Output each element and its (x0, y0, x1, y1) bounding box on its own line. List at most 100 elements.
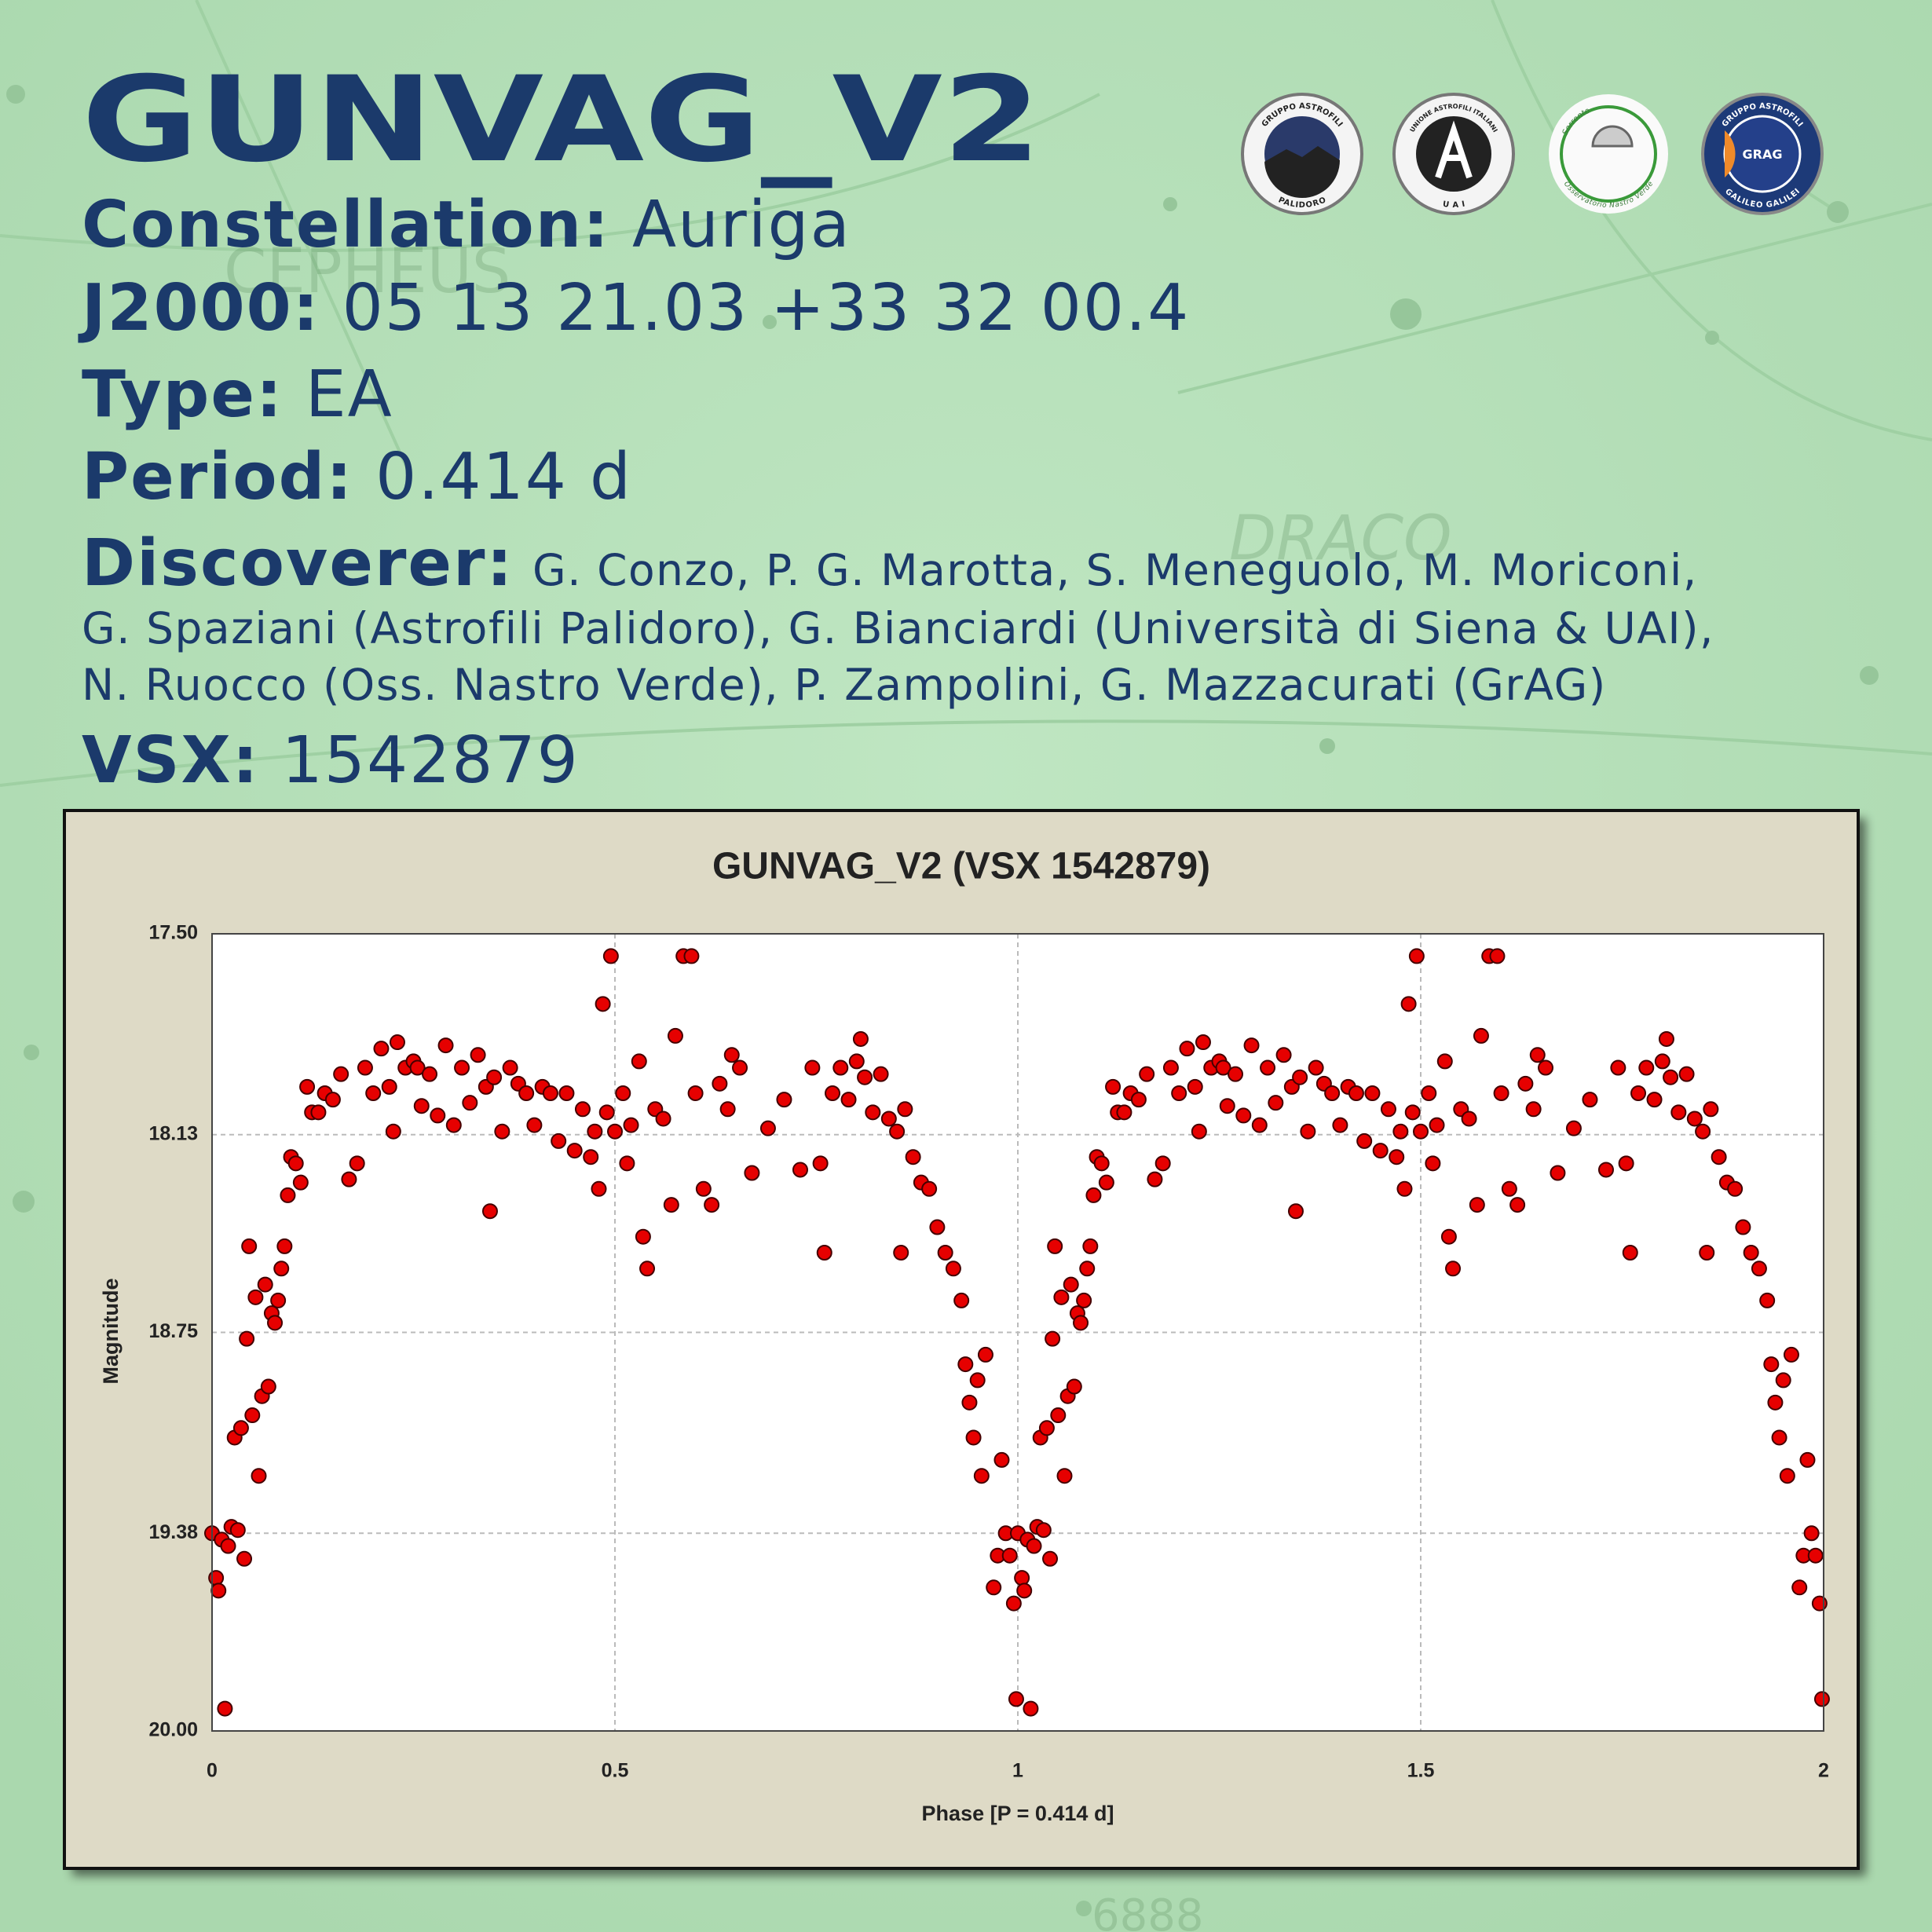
point (244, 1407, 261, 1424)
point (1735, 1219, 1751, 1235)
point (247, 1289, 264, 1305)
point (409, 1059, 426, 1076)
point (1779, 1468, 1795, 1484)
value: Auriga (632, 188, 851, 262)
point (1445, 1261, 1462, 1277)
point (986, 1579, 1002, 1596)
point (236, 1550, 253, 1567)
value: EA (306, 357, 393, 432)
point (1440, 1228, 1457, 1245)
point (1171, 1085, 1187, 1101)
point (1803, 1525, 1820, 1542)
point (607, 1123, 623, 1140)
point (1699, 1245, 1715, 1261)
point (1251, 1117, 1268, 1133)
point (1260, 1059, 1276, 1076)
x-tick-label: 2 (1818, 1760, 1829, 1782)
point (1082, 1238, 1099, 1254)
point (695, 1180, 712, 1197)
point (1023, 1700, 1039, 1717)
logo: UNIONE ASTROFILI ITALIANI U A I (1392, 93, 1515, 215)
point (481, 1203, 498, 1220)
point (1287, 1203, 1304, 1220)
point (1179, 1041, 1195, 1057)
point (631, 1053, 647, 1070)
point (486, 1069, 503, 1085)
point (804, 1059, 821, 1076)
point (287, 1155, 304, 1172)
point (1042, 1550, 1059, 1567)
point (1300, 1123, 1316, 1140)
point (373, 1041, 390, 1057)
discoverer-label: Discoverer: (82, 526, 514, 601)
point (1400, 996, 1417, 1012)
point (1219, 1098, 1235, 1114)
coordinates: J2000: 05 13 21.03 +33 32 00.4 (78, 271, 1190, 346)
point (1767, 1394, 1784, 1411)
point (1663, 1069, 1679, 1085)
point (1066, 1378, 1082, 1395)
point (470, 1047, 486, 1063)
point (566, 1143, 583, 1159)
logo: Sorrento Osservatorio Nastro Verde (1549, 94, 1668, 214)
x-tick-label: 0 (207, 1760, 218, 1782)
point (273, 1261, 290, 1277)
point (587, 1123, 603, 1140)
point (852, 1030, 869, 1047)
point (1775, 1372, 1791, 1389)
point (1292, 1069, 1308, 1085)
point (349, 1155, 365, 1172)
point (1195, 1034, 1211, 1051)
point (1751, 1261, 1767, 1277)
background-labels: CEPHEUS DRACO 6888 (224, 236, 1451, 1932)
y-axis-label: Magnitude (99, 1279, 123, 1385)
point (1517, 1075, 1534, 1092)
point (1538, 1059, 1554, 1076)
star-map-dots (6, 85, 1879, 1916)
point (1063, 1276, 1079, 1293)
point (1638, 1059, 1655, 1076)
point (526, 1117, 543, 1133)
point (937, 1245, 953, 1261)
logo-text: U A I (1442, 200, 1465, 210)
point (217, 1700, 233, 1717)
point (591, 1180, 607, 1197)
label: Constellation: (82, 188, 610, 262)
point (602, 948, 619, 964)
point (1436, 1053, 1453, 1070)
point (1050, 1407, 1067, 1424)
point (1529, 1047, 1546, 1063)
point (251, 1468, 267, 1484)
point (1421, 1085, 1437, 1101)
point (299, 1078, 316, 1095)
point (1038, 1420, 1055, 1436)
point (1429, 1117, 1445, 1133)
point (1116, 1104, 1132, 1121)
point (1799, 1451, 1816, 1468)
point (1711, 1149, 1727, 1165)
point (1763, 1356, 1780, 1373)
label: J2000: (78, 271, 320, 346)
point (1191, 1123, 1207, 1140)
point (1275, 1047, 1292, 1063)
point (848, 1053, 865, 1070)
point (880, 1111, 897, 1127)
point (422, 1066, 438, 1082)
point (220, 1538, 236, 1554)
point (969, 1372, 986, 1389)
point (1026, 1538, 1042, 1554)
point (1105, 1078, 1122, 1095)
point (1073, 1315, 1089, 1331)
point (1147, 1171, 1163, 1187)
background-label: DRACO (1229, 503, 1451, 574)
point (1154, 1155, 1171, 1172)
point (1813, 1691, 1830, 1707)
point (1654, 1053, 1670, 1070)
point (993, 1451, 1010, 1468)
y-tick-label: 18.75 (148, 1320, 198, 1342)
point (1771, 1429, 1787, 1446)
x-tick-label: 1.5 (1407, 1760, 1435, 1782)
point (341, 1171, 357, 1187)
point (1139, 1066, 1155, 1082)
point (276, 1238, 293, 1254)
